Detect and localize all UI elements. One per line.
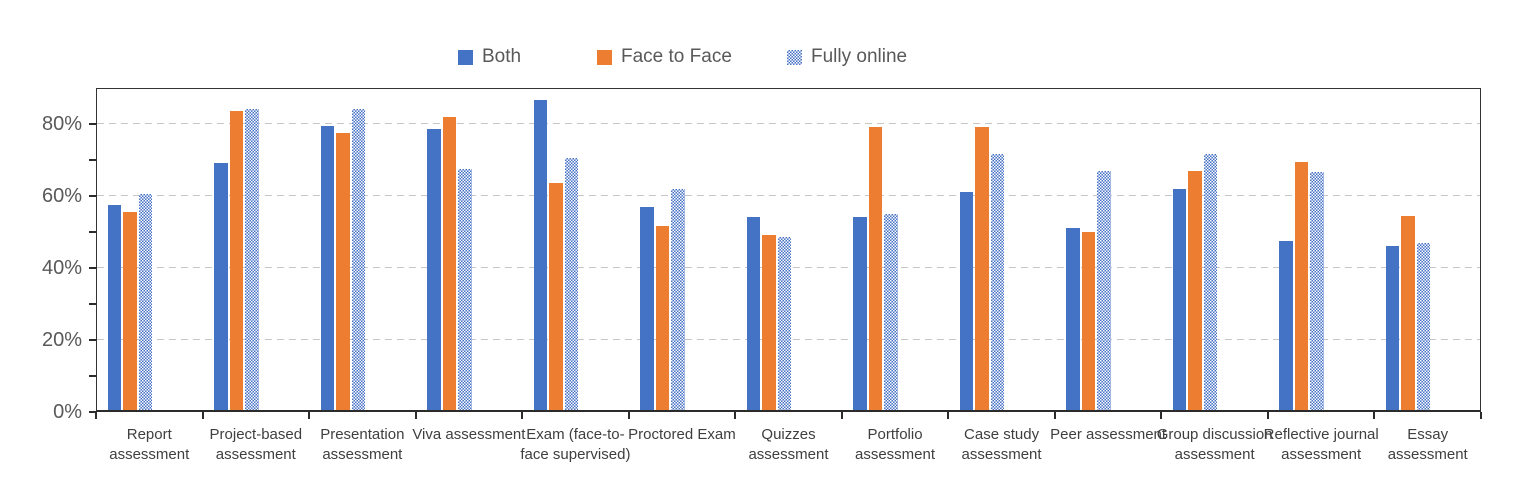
bar-both-exam-face-to-face-supervised bbox=[533, 100, 548, 410]
y-axis-tick-80pct bbox=[89, 123, 96, 125]
x-axis-tick-6 bbox=[734, 412, 737, 419]
bar-both-presentation-assessment bbox=[320, 125, 335, 410]
bar-both-case-study-assessment bbox=[959, 192, 974, 410]
x-axis-tick-1 bbox=[201, 412, 204, 419]
y-axis-label-60: 60% bbox=[41, 185, 82, 207]
legend-label-face-to-face: Face to Face bbox=[621, 46, 732, 67]
y-axis-label-40: 40% bbox=[41, 257, 82, 279]
bar-face-to-face-exam-face-to-face-supervised bbox=[549, 183, 563, 410]
bar-fully-online-quizzes-assessment bbox=[777, 237, 792, 410]
x-axis-tick-4 bbox=[521, 412, 524, 419]
bar-face-to-face-essay-assessment bbox=[1401, 215, 1415, 410]
bar-both-project-based-assessment bbox=[214, 163, 228, 410]
bar-face-to-face-portfolio-assessment bbox=[868, 127, 883, 410]
bar-fully-online-proctored-exam bbox=[671, 188, 685, 410]
category-label-exam-face-to-face-supervised: Exam (face-to-face supervised) bbox=[520, 426, 631, 463]
bar-fully-online-presentation-assessment bbox=[351, 109, 366, 410]
legend-item-fully-online: Fully online bbox=[787, 46, 907, 68]
x-axis-tick-2 bbox=[308, 412, 311, 419]
x-axis-tick-12 bbox=[1373, 412, 1376, 419]
x-axis-tick-10 bbox=[1160, 412, 1163, 419]
category-label-group-discussion-assessment: Group discussion assessment bbox=[1156, 426, 1273, 463]
category-label-reflective-journal-assessment: Reflective journal assessment bbox=[1263, 426, 1379, 463]
legend-swatch-face-to-face bbox=[597, 49, 612, 65]
x-axis-tick-11 bbox=[1266, 412, 1269, 419]
bar-face-to-face-quizzes-assessment bbox=[762, 235, 776, 410]
bar-fully-online-essay-assessment bbox=[1416, 242, 1431, 410]
x-axis-tick-0 bbox=[95, 412, 97, 419]
bar-both-quizzes-assessment bbox=[746, 217, 761, 410]
category-label-presentation-assessment: Presentation assessment bbox=[320, 426, 405, 463]
category-label-peer-assessment: Peer assessment bbox=[1050, 426, 1167, 443]
bar-both-portfolio-assessment bbox=[853, 217, 867, 410]
category-label-essay-assessment: Essay assessment bbox=[1387, 426, 1468, 463]
y-axis-tick-30pct bbox=[89, 303, 96, 305]
bar-both-essay-assessment bbox=[1385, 246, 1400, 410]
category-label-viva-assessment: Viva assessment bbox=[412, 426, 526, 443]
bar-both-reflective-journal-assessment bbox=[1279, 240, 1293, 410]
legend-swatch-fully-online bbox=[787, 49, 802, 65]
y-axis-tick-10pct bbox=[89, 375, 96, 377]
x-axis-tick-7 bbox=[840, 412, 843, 419]
bar-both-report-assessment bbox=[107, 204, 121, 410]
category-label-case-study-assessment: Case study assessment bbox=[961, 426, 1042, 463]
bar-face-to-face-report-assessment bbox=[123, 212, 137, 410]
y-axis-label-80: 80% bbox=[41, 113, 82, 135]
bar-fully-online-viva-assessment bbox=[458, 168, 472, 410]
bar-both-viva-assessment bbox=[427, 129, 441, 410]
x-axis-tick-3 bbox=[414, 412, 417, 419]
y-axis-tick-40pct bbox=[89, 267, 96, 269]
category-label-project-based-assessment: Project-based assessment bbox=[209, 426, 303, 463]
y-axis-tick-70pct bbox=[89, 159, 96, 161]
category-label-portfolio-assessment: Portfolio assessment bbox=[855, 426, 936, 463]
plot-area bbox=[96, 88, 1481, 412]
y-axis-tick-60pct bbox=[89, 195, 96, 197]
bar-fully-online-project-based-assessment bbox=[245, 109, 259, 410]
y-axis-tick-0pct bbox=[89, 411, 96, 413]
bar-face-to-face-project-based-assessment bbox=[229, 111, 244, 410]
bar-both-group-discussion-assessment bbox=[1172, 188, 1187, 410]
bar-face-to-face-group-discussion-assessment bbox=[1188, 170, 1202, 410]
bar-fully-online-reflective-journal-assessment bbox=[1310, 172, 1324, 410]
gridline-80pct bbox=[97, 122, 1480, 124]
y-axis-tick-20pct bbox=[89, 339, 96, 341]
bar-both-proctored-exam bbox=[640, 206, 654, 410]
legend-label-both: Both bbox=[482, 46, 522, 67]
legend-swatch-both bbox=[458, 49, 473, 65]
bar-face-to-face-viva-assessment bbox=[442, 116, 457, 410]
y-axis-label-20: 20% bbox=[41, 329, 82, 351]
legend-item-both: Both bbox=[458, 46, 521, 68]
y-axis-label-0: 0% bbox=[53, 401, 82, 423]
legend-item-face-to-face: Face to Face bbox=[597, 46, 732, 68]
bar-fully-online-group-discussion-assessment bbox=[1203, 154, 1218, 410]
bar-both-peer-assessment bbox=[1066, 228, 1080, 410]
category-label-proctored-exam: Proctored Exam bbox=[628, 426, 736, 443]
bar-fully-online-case-study-assessment bbox=[990, 154, 1005, 410]
x-axis-tick-8 bbox=[947, 412, 950, 419]
bar-fully-online-report-assessment bbox=[138, 194, 152, 410]
gridline-60pct bbox=[97, 194, 1480, 196]
x-axis-tick-13 bbox=[1480, 412, 1482, 419]
legend-label-fully-online: Fully online bbox=[811, 46, 908, 67]
bar-face-to-face-presentation-assessment bbox=[336, 132, 350, 410]
bar-fully-online-peer-assessment bbox=[1097, 170, 1111, 410]
bar-face-to-face-proctored-exam bbox=[655, 226, 670, 410]
bar-fully-online-portfolio-assessment bbox=[884, 213, 898, 410]
bar-face-to-face-peer-assessment bbox=[1081, 231, 1096, 410]
bar-face-to-face-case-study-assessment bbox=[975, 127, 989, 410]
y-axis-tick-50pct bbox=[89, 231, 96, 233]
bar-face-to-face-reflective-journal-assessment bbox=[1294, 161, 1309, 410]
bar-fully-online-exam-face-to-face-supervised bbox=[564, 158, 579, 410]
x-axis-tick-9 bbox=[1053, 412, 1056, 419]
category-label-quizzes-assessment: Quizzes assessment bbox=[748, 426, 829, 463]
x-axis-tick-5 bbox=[627, 412, 630, 419]
category-label-report-assessment: Report assessment bbox=[109, 426, 190, 463]
